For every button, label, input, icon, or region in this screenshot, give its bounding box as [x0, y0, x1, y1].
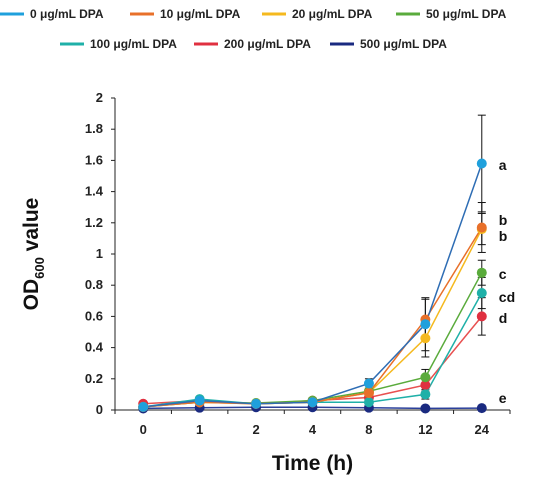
data-point: [307, 397, 318, 408]
data-point: [420, 403, 431, 414]
data-point: [251, 398, 262, 409]
data-point: [420, 319, 431, 330]
significance-letter: e: [499, 390, 507, 406]
y-tick-label: 0.4: [85, 340, 104, 355]
data-point: [420, 389, 431, 400]
y-tick-label: 0.8: [85, 277, 103, 292]
x-tick-label: 2: [252, 422, 259, 437]
x-tick-label: 1: [196, 422, 203, 437]
x-axis-title: Time (h): [272, 452, 353, 475]
data-point: [138, 401, 149, 412]
y-tick-label: 0.6: [85, 308, 103, 323]
data-point: [363, 397, 374, 408]
significance-letter: cd: [499, 289, 515, 305]
data-point: [363, 378, 374, 389]
series-line: [143, 163, 483, 408]
legend-label: 100 μg/mL DPA: [90, 37, 177, 51]
series-line: [143, 228, 483, 408]
data-point: [420, 380, 431, 391]
legend-label: 0 μg/mL DPA: [30, 7, 104, 21]
data-point: [476, 403, 487, 414]
legend-label: 50 μg/mL DPA: [426, 7, 507, 21]
data-point: [363, 387, 374, 398]
y-axis-title: OD600 value: [20, 198, 47, 311]
data-point: [476, 222, 487, 233]
data-point: [476, 158, 487, 169]
series-line: [143, 272, 483, 408]
significance-letters: a bb c cd d e: [499, 157, 515, 406]
y-tick-label: 1.2: [85, 215, 103, 230]
data-point: [476, 267, 487, 278]
series-line: [143, 315, 483, 405]
axis-titles: Time (h) OD600 value: [20, 198, 353, 475]
legend-label: 10 μg/mL DPA: [160, 7, 241, 21]
series-line: [143, 227, 483, 408]
y-tick-label: 2: [96, 90, 103, 105]
y-tick-label: 1.6: [85, 152, 103, 167]
axes: 00.20.40.60.811.21.41.61.820 1 2 4 8 12 24: [85, 90, 511, 437]
significance-letter: d: [499, 310, 508, 326]
y-tick-label: 1.8: [85, 121, 103, 136]
data-point: [476, 311, 487, 322]
x-tick-label: 0: [140, 422, 147, 437]
y-tick-label: 0.2: [85, 371, 103, 386]
x-tick-label: 24: [475, 422, 490, 437]
y-tick-label: 1: [96, 246, 103, 261]
legend-label: 500 μg/mL DPA: [360, 37, 447, 51]
series-lines: [143, 163, 483, 410]
significance-letter: a: [499, 157, 507, 173]
legend: 0 μg/mL DPA 10 μg/mL DPA 20 μg/mL DPA 50 μg…: [0, 7, 507, 51]
y-tick-label: 0: [96, 402, 103, 417]
x-tick-label: 4: [309, 422, 317, 437]
legend-label: 200 μg/mL DPA: [224, 37, 311, 51]
data-point: [476, 288, 487, 298]
data-point: [420, 333, 431, 344]
significance-letter: b: [499, 228, 508, 244]
data-point: [194, 395, 205, 406]
y-tick-label: 1.4: [85, 184, 104, 199]
x-tick-label: 12: [418, 422, 432, 437]
x-tick-label: 8: [365, 422, 372, 437]
data-points: [138, 158, 487, 414]
data-point: [420, 372, 431, 383]
legend-label: 20 μg/mL DPA: [292, 7, 373, 21]
significance-letter: b: [499, 212, 508, 228]
significance-letter: c: [499, 266, 507, 282]
